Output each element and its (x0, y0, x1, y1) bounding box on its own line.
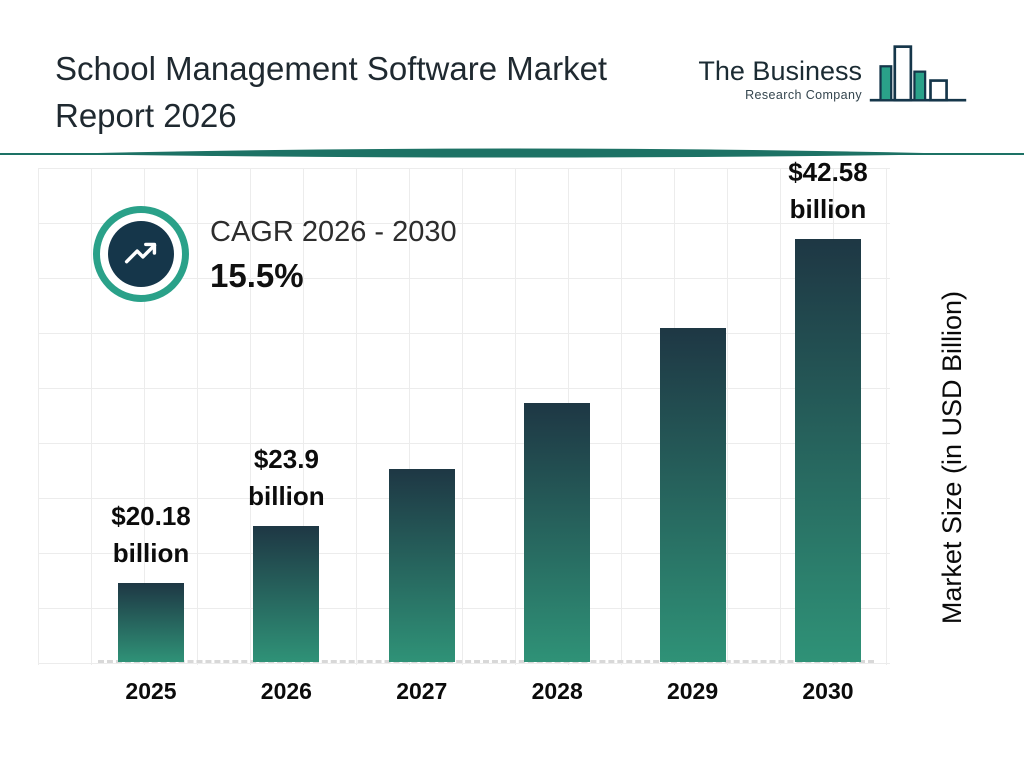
bar-2027 (388, 469, 455, 662)
x-axis-label-2029: 2029 (666, 678, 719, 704)
x-axis-baseline (98, 660, 874, 663)
cagr-text-block: CAGR 2026 - 2030 15.5% (210, 216, 457, 295)
y-axis-label: Market Size (in USD Billion) (937, 291, 967, 625)
cagr-badge (93, 206, 189, 302)
cagr-label: CAGR 2026 - 2030 (210, 216, 457, 248)
bar-column-2030: $42.58 billion (772, 154, 884, 662)
cagr-value: 15.5% (210, 257, 304, 294)
bar-2029 (659, 328, 726, 662)
bar-column-2028 (501, 403, 613, 662)
x-axis-label-2027: 2027 (396, 678, 448, 704)
bar-value-label-2030: $42.58 billion (788, 157, 868, 224)
company-subname: Research Company (745, 88, 862, 102)
page-title-line1: School Management Software Market (55, 50, 608, 87)
x-axis-label-2030: 2030 (802, 678, 854, 704)
bar-column-2029 (637, 328, 749, 662)
bar-2028 (524, 403, 591, 662)
company-logo-text: The Business Research Company (698, 56, 862, 103)
page-title-line2: Report 2026 (55, 96, 237, 134)
bars-row: $20.18 billion $23.9 billion $42.58 billio… (95, 154, 884, 662)
bar-value-label-2026: $23.9 billion (248, 444, 325, 511)
y-axis-label-wrap: Market Size (in USD Billion) (937, 272, 968, 644)
x-axis-label-2028: 2028 (531, 678, 583, 704)
bar-column-2026: $23.9 billion (230, 441, 342, 662)
company-name: The Business (698, 56, 862, 86)
x-axis-label-2026: 2026 (260, 678, 312, 704)
bar-chart-logo-icon (868, 44, 968, 115)
bar-column-2025: $20.18 billion (95, 498, 207, 662)
x-axis-label-2025: 2025 (125, 678, 177, 704)
bar-value-label-2025: $20.18 billion (111, 501, 191, 568)
header-divider (0, 146, 1024, 162)
bar-2026 (253, 526, 320, 662)
company-logo: The Business Research Company (698, 44, 968, 115)
x-axis-row: 2025 2026 2027 2028 2029 2030 (95, 678, 884, 705)
bar-column-2027 (366, 469, 478, 662)
bar-2025 (118, 583, 184, 662)
bar-2030 (794, 239, 861, 662)
trending-up-icon (108, 221, 174, 287)
page-title: School Management Software Market Report… (55, 46, 607, 140)
